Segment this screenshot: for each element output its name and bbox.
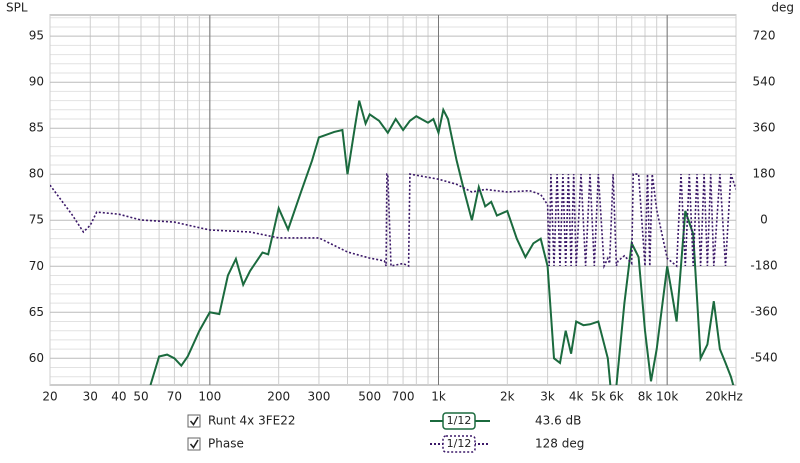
y-axis-title: SPL — [6, 1, 28, 15]
y2-tick-label: 0 — [760, 213, 768, 227]
x-tick-label: 40 — [111, 390, 126, 404]
y2-tick-label: 180 — [753, 167, 776, 181]
x-tick-label: 500 — [358, 390, 381, 404]
x-tick-label: 20kHz — [705, 390, 743, 404]
x-tick-label: 3k — [540, 390, 555, 404]
checkmark — [189, 416, 199, 426]
lines — [50, 100, 736, 385]
plot-area — [49, 14, 737, 386]
x-tick-label: 1k — [431, 390, 446, 404]
series-line — [149, 100, 735, 385]
x-tick-label: 30 — [83, 390, 98, 404]
legend: Runt 4x 3FE22 1/12 43.6 dB Phase 1/12 128 deg — [187, 412, 584, 453]
x-tick-label: 200 — [267, 390, 290, 404]
y2-tick-label: 540 — [753, 75, 776, 89]
checkmark — [189, 439, 199, 449]
legend-label: Phase — [208, 437, 244, 451]
y2-axis-title: deg — [771, 1, 794, 15]
x-tick-label: 70 — [167, 390, 182, 404]
y-tick-label: 85 — [29, 121, 44, 135]
x-tick-label: 100 — [198, 390, 221, 404]
legend-label: Runt 4x 3FE22 — [208, 414, 295, 428]
y-tick-label: 80 — [29, 167, 44, 181]
grid — [49, 15, 737, 385]
y-tick-label: 90 — [29, 75, 44, 89]
x-tick-label: 8k — [638, 390, 653, 404]
readout: 128 deg — [535, 437, 584, 451]
y2-tick-label: -540 — [750, 350, 777, 364]
smoothing-label: 1/12 — [447, 437, 472, 450]
labels: 60 65 70 75 80 85 90 95 720 540 360 180 0 -180 -360 -54… — [29, 29, 778, 404]
y-tick-label: 75 — [29, 213, 44, 227]
smoothing-box[interactable] — [442, 412, 476, 430]
y-tick-label: 70 — [29, 259, 44, 273]
x-tick-label: 700 — [392, 390, 415, 404]
y-tick-label: 60 — [29, 351, 44, 365]
x-tick-label: 6k — [609, 390, 624, 404]
y-tick-label: 95 — [29, 29, 44, 43]
x-tick-label: 4k — [569, 390, 584, 404]
y2-tick-label: -360 — [750, 304, 777, 318]
x-tick-label: 10k — [656, 390, 678, 404]
y2-tick-label: 360 — [753, 121, 776, 135]
y2-tick-label: 720 — [753, 29, 776, 43]
x-tick-label: 5k — [591, 390, 606, 404]
series-line — [50, 173, 736, 270]
x-tick-label: 2k — [500, 390, 515, 404]
smoothing-label: 1/12 — [447, 414, 472, 427]
smoothing-box[interactable] — [442, 435, 476, 453]
x-tick-label: 300 — [307, 390, 330, 404]
x-tick-label: 20 — [42, 390, 57, 404]
x-tick-label: 50 — [133, 390, 148, 404]
y-tick-label: 65 — [29, 305, 44, 319]
readout: 43.6 dB — [535, 414, 581, 428]
y2-tick-label: -180 — [750, 259, 777, 273]
